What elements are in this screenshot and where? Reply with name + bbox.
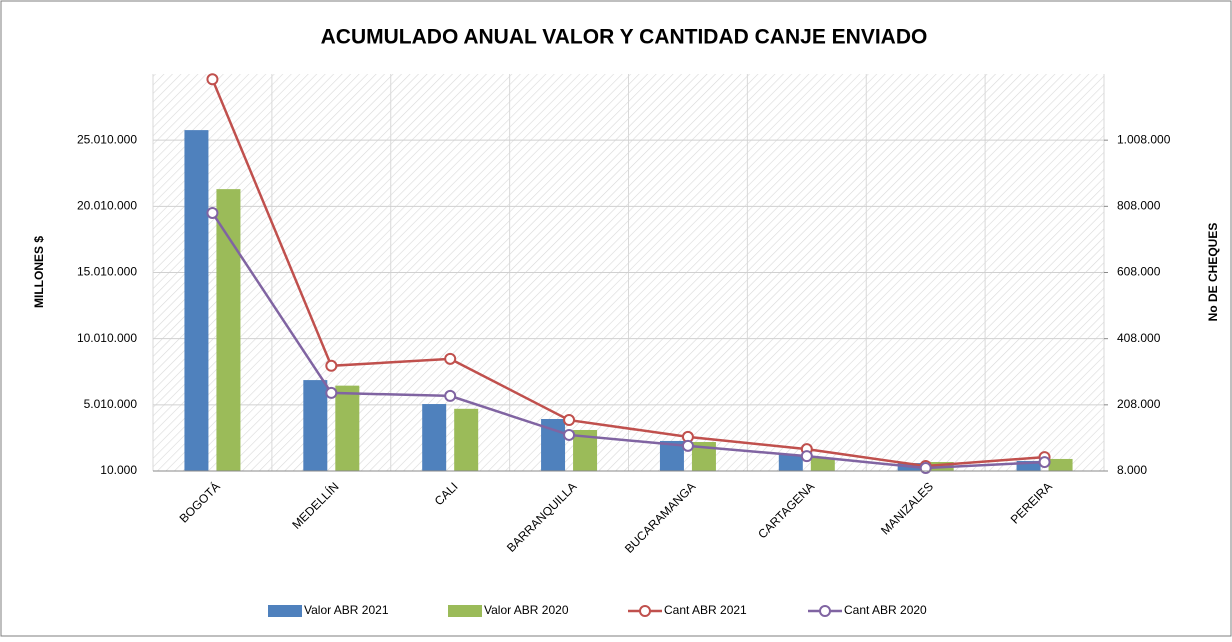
line-marker (1038, 456, 1051, 469)
y2-tick-label: 8.000 (1117, 463, 1147, 477)
line-marker (919, 462, 932, 475)
bar (1048, 458, 1073, 471)
line-marker (444, 352, 457, 365)
line-marker (563, 428, 576, 441)
y-tick-label: 25.010.000 (77, 132, 137, 146)
y-tick-label: 10.000 (100, 463, 137, 477)
bar (1016, 460, 1041, 471)
y-tick-label: 15.010.000 (77, 265, 137, 279)
y-tick-label: 10.010.000 (77, 331, 137, 345)
bar (454, 408, 479, 471)
y2-tick-label: 808.000 (1117, 199, 1161, 213)
line (211, 212, 1045, 470)
line-marker (206, 73, 219, 86)
y-tick-label: 5.010.000 (84, 397, 138, 411)
line-marker (325, 386, 338, 399)
y-axis-title: MILLONES $ (32, 236, 46, 308)
bar (810, 457, 835, 471)
bar (778, 454, 803, 471)
legend-swatch (819, 605, 831, 617)
line-marker (206, 206, 219, 219)
legend-swatch (268, 605, 302, 617)
line-marker (681, 439, 694, 452)
line-marker (444, 389, 457, 402)
bar (184, 130, 209, 472)
y-tick-label: 20.010.000 (77, 199, 137, 213)
chart-title: ACUMULADO ANUAL VALOR Y CANTIDAD CANJE E… (321, 26, 928, 49)
y2-tick-label: 1.008.000 (1117, 132, 1171, 146)
bar (303, 380, 328, 471)
bar (335, 385, 360, 471)
legend-label: Valor ABR 2021 (304, 603, 389, 617)
legend-label: Cant ABR 2020 (844, 603, 927, 617)
legend-label: Cant ABR 2021 (664, 603, 747, 617)
y2-tick-label: 408.000 (1117, 331, 1161, 345)
line-marker (800, 450, 813, 463)
legend-swatch (639, 605, 651, 617)
line-marker (563, 414, 576, 427)
y2-axis-title: No DE CHEQUES (1206, 223, 1220, 322)
bar (216, 189, 241, 471)
legend-swatch (448, 605, 482, 617)
y2-tick-label: 608.000 (1117, 265, 1161, 279)
line-marker (325, 359, 338, 372)
y2-tick-label: 208.000 (1117, 397, 1161, 411)
bar (422, 404, 447, 471)
line (211, 78, 1045, 468)
legend-label: Valor ABR 2020 (484, 603, 569, 617)
